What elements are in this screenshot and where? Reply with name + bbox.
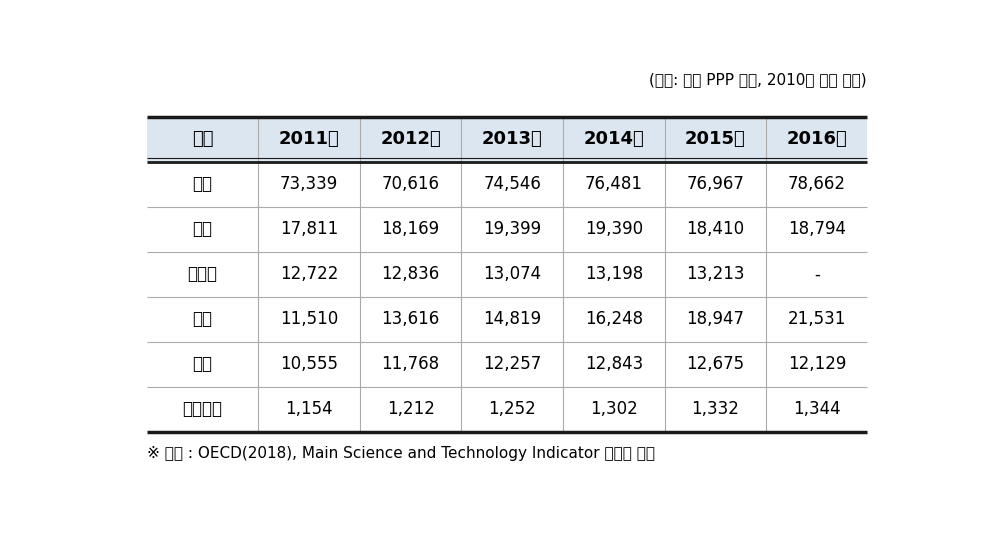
Text: 12,129: 12,129	[788, 355, 847, 374]
Text: 19,390: 19,390	[584, 220, 643, 238]
Text: 2013년: 2013년	[482, 130, 543, 148]
Text: 74,546: 74,546	[484, 175, 541, 193]
Text: (단위: 백만 PPP 달러, 2010년 가격 기준): (단위: 백만 PPP 달러, 2010년 가격 기준)	[650, 73, 867, 87]
Text: 73,339: 73,339	[280, 175, 338, 193]
Text: 1,344: 1,344	[793, 400, 841, 418]
Text: 2011년: 2011년	[279, 130, 339, 148]
Text: 13,213: 13,213	[686, 265, 745, 284]
Text: 10,555: 10,555	[280, 355, 338, 374]
Text: 13,616: 13,616	[382, 310, 440, 328]
Text: 76,481: 76,481	[584, 175, 643, 193]
Text: 21,531: 21,531	[788, 310, 847, 328]
Text: 2015년: 2015년	[685, 130, 746, 148]
Text: 76,967: 76,967	[686, 175, 745, 193]
Text: 18,410: 18,410	[686, 220, 745, 238]
Text: 18,794: 18,794	[788, 220, 846, 238]
Text: 1,302: 1,302	[590, 400, 638, 418]
Text: ※ 출처 : OECD(2018), Main Science and Technology Indicator 자료를 수정: ※ 출처 : OECD(2018), Main Science and Tech…	[146, 446, 655, 461]
Text: 16,248: 16,248	[584, 310, 643, 328]
Text: 중국: 중국	[193, 310, 213, 328]
Text: 11,768: 11,768	[382, 355, 440, 374]
Text: 프랑스: 프랑스	[188, 265, 218, 284]
Text: 14,819: 14,819	[484, 310, 541, 328]
Text: 70,616: 70,616	[382, 175, 440, 193]
Text: 18,947: 18,947	[686, 310, 745, 328]
Text: 1,252: 1,252	[489, 400, 536, 418]
Text: 구분: 구분	[192, 130, 214, 148]
Bar	[146, 116, 867, 162]
Text: 12,675: 12,675	[686, 355, 745, 374]
Text: 한국: 한국	[193, 355, 213, 374]
Text: 일본: 일본	[193, 220, 213, 238]
Text: 1,212: 1,212	[387, 400, 434, 418]
Text: 19,399: 19,399	[484, 220, 541, 238]
Text: 18,169: 18,169	[382, 220, 440, 238]
Text: 17,811: 17,811	[280, 220, 338, 238]
Text: 12,722: 12,722	[280, 265, 338, 284]
Text: 12,836: 12,836	[382, 265, 440, 284]
Text: 2014년: 2014년	[584, 130, 644, 148]
Text: 이스라엘: 이스라엘	[182, 400, 223, 418]
Text: 2016년: 2016년	[786, 130, 848, 148]
Text: 1,154: 1,154	[285, 400, 333, 418]
Text: 13,198: 13,198	[584, 265, 643, 284]
Text: -: -	[814, 265, 820, 284]
Text: 12,257: 12,257	[484, 355, 541, 374]
Text: 12,843: 12,843	[584, 355, 643, 374]
Text: 78,662: 78,662	[788, 175, 846, 193]
Text: 13,074: 13,074	[484, 265, 541, 284]
Text: 2012년: 2012년	[381, 130, 441, 148]
Text: 11,510: 11,510	[280, 310, 338, 328]
Text: 1,332: 1,332	[691, 400, 740, 418]
Text: 미국: 미국	[193, 175, 213, 193]
